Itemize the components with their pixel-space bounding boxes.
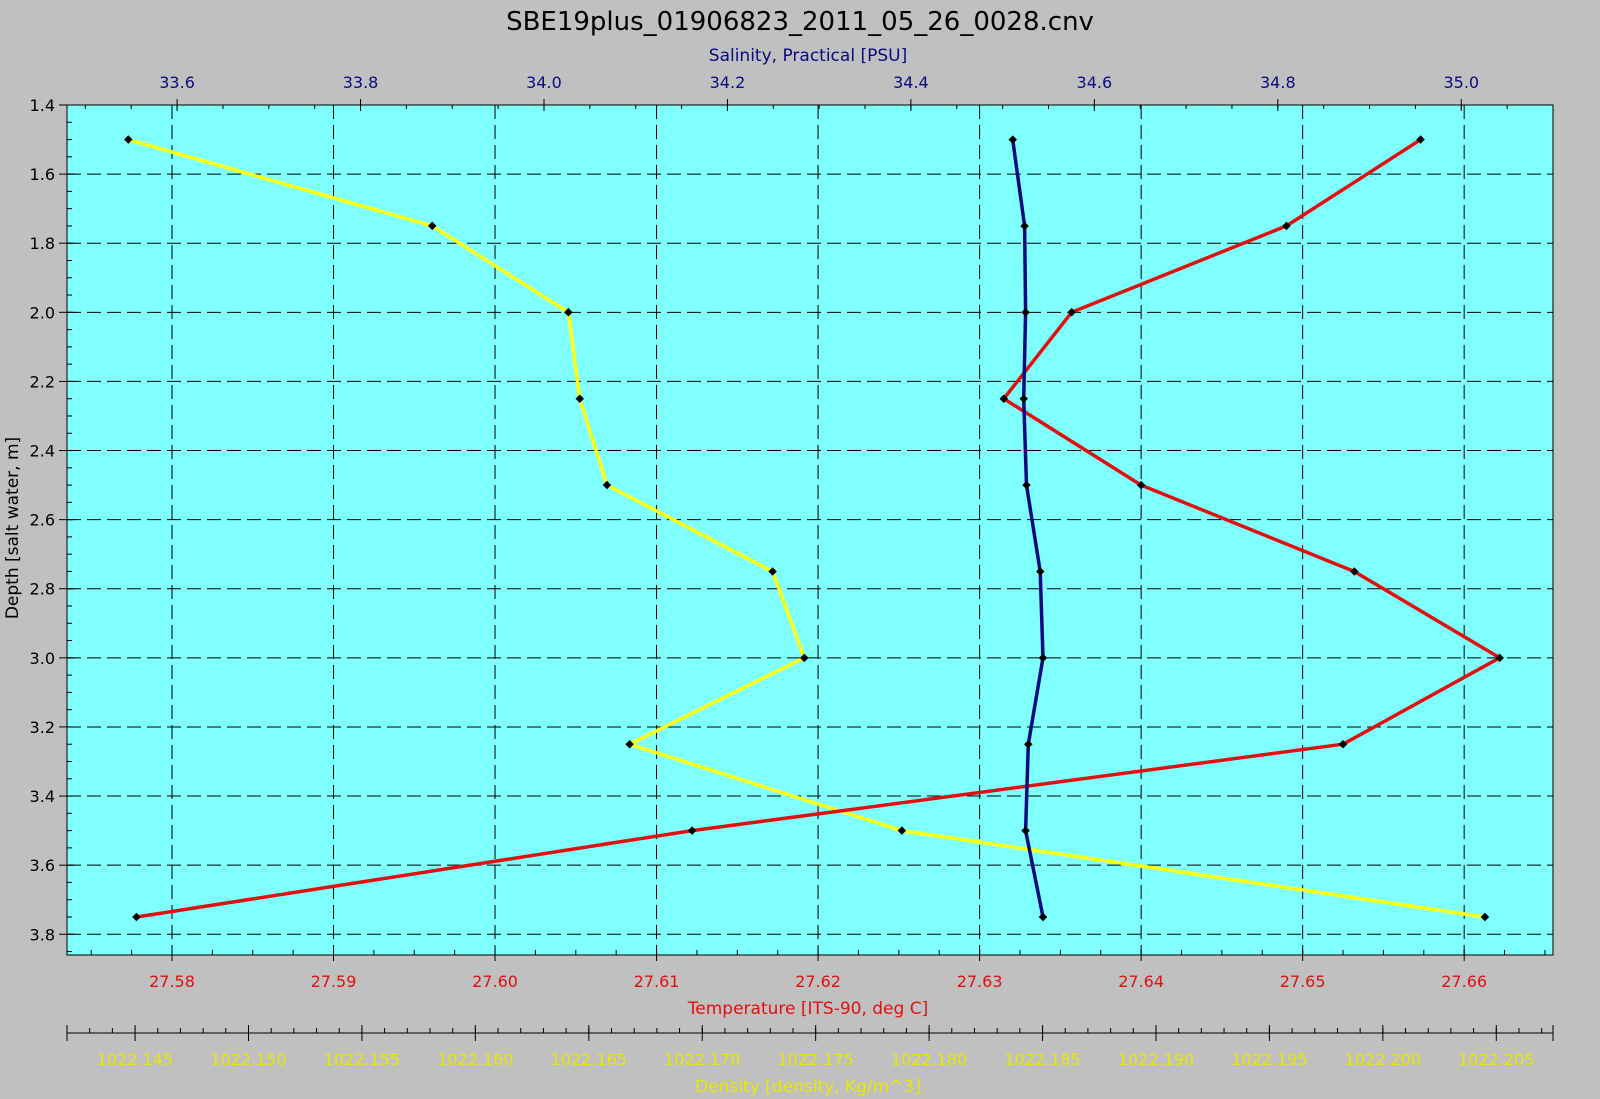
density-tick-label: 1022.200 bbox=[1345, 1050, 1421, 1069]
temperature-tick-label: 27.66 bbox=[1441, 972, 1487, 991]
density-series-line bbox=[127, 137, 1486, 919]
depth-tick-label: 2.2 bbox=[30, 372, 55, 391]
salinity-tick-label: 34.2 bbox=[710, 73, 746, 92]
density-data-point bbox=[1480, 912, 1490, 922]
density-tick-label: 1022.205 bbox=[1458, 1050, 1534, 1069]
salinity-tick-label: 33.6 bbox=[159, 73, 195, 92]
temperature-data-point bbox=[1067, 308, 1076, 317]
density-tick-label: 1022.195 bbox=[1231, 1050, 1307, 1069]
density-data-point bbox=[897, 826, 907, 835]
density-tick-label: 1022.185 bbox=[1004, 1050, 1080, 1069]
temperature-data-point bbox=[1282, 221, 1291, 231]
temperature-tick-label: 27.65 bbox=[1280, 972, 1326, 991]
temperature-tick-label: 27.63 bbox=[957, 972, 1003, 991]
depth-tick-label: 1.8 bbox=[30, 234, 55, 253]
temperature-data-point bbox=[1350, 567, 1359, 576]
depth-axis-title: Depth [salt water, m] bbox=[3, 437, 23, 619]
salinity-tick-label: 34.0 bbox=[526, 73, 562, 92]
temperature-tick-label: 27.59 bbox=[311, 972, 357, 991]
salinity-data-point bbox=[1036, 567, 1045, 576]
salinity-data-point bbox=[1038, 912, 1048, 922]
salinity-data-point bbox=[1021, 308, 1030, 317]
density-data-point bbox=[575, 394, 584, 403]
salinity-data-point bbox=[1038, 653, 1048, 663]
temperature-axis-title: Temperature [ITS-90, deg C] bbox=[687, 999, 928, 1019]
depth-tick-label: 3.8 bbox=[30, 925, 55, 944]
chart-title: SBE19plus_01906823_2011_05_26_0028.cnv bbox=[506, 7, 1094, 37]
temperature-data-point bbox=[687, 826, 697, 835]
depth-tick-label: 3.6 bbox=[30, 856, 55, 875]
salinity-series-line bbox=[1010, 139, 1045, 918]
depth-tick-label: 2.8 bbox=[30, 580, 55, 599]
density-tick-label: 1022.150 bbox=[210, 1050, 286, 1069]
plot-area bbox=[67, 105, 1553, 955]
salinity-tick-label: 34.6 bbox=[1077, 73, 1113, 92]
axes: 1.4 1.6 1.8 2.0 2.2 2.4 2.6 2.8 3.0 3.2 3.4 3.6 3.8 3… bbox=[30, 73, 1554, 1069]
temperature-data-point bbox=[1136, 480, 1146, 490]
plot-border bbox=[66, 104, 1554, 956]
temperature-data-point bbox=[1495, 653, 1504, 663]
density-tick-label: 1022.170 bbox=[664, 1050, 740, 1069]
temperature-tick-label: 27.61 bbox=[634, 972, 680, 991]
depth-tick-label: 3.0 bbox=[30, 649, 55, 668]
density-tick-label: 1022.180 bbox=[891, 1050, 967, 1069]
salinity-tick-label: 33.8 bbox=[343, 73, 379, 92]
depth-tick-label: 1.4 bbox=[30, 96, 55, 115]
density-axis-title: Density [density, Kg/m^3] bbox=[695, 1077, 921, 1097]
salinity-tick-label: 34.8 bbox=[1260, 73, 1296, 92]
density-tick-label: 1022.155 bbox=[324, 1050, 400, 1069]
salinity-tick-label: 34.4 bbox=[893, 73, 929, 92]
depth-tick-label: 2.6 bbox=[30, 511, 55, 530]
depth-tick-label: 1.6 bbox=[30, 165, 55, 184]
depth-tick-label: 3.2 bbox=[30, 718, 55, 737]
density-tick-label: 1022.145 bbox=[97, 1050, 173, 1069]
density-tick-label: 1022.165 bbox=[551, 1050, 627, 1069]
data-series bbox=[124, 135, 1504, 922]
density-data-point bbox=[124, 135, 133, 144]
temperature-tick-label: 27.60 bbox=[472, 972, 518, 991]
temperature-series-line bbox=[136, 138, 1502, 919]
salinity-data-point bbox=[1020, 221, 1029, 231]
density-data-point bbox=[625, 740, 634, 749]
temperature-tick-label: 27.64 bbox=[1118, 972, 1164, 991]
depth-tick-label: 2.4 bbox=[30, 442, 55, 461]
salinity-axis-title: Salinity, Practical [PSU] bbox=[709, 46, 907, 66]
grid-lines bbox=[67, 104, 1553, 955]
temperature-tick-label: 27.62 bbox=[795, 972, 841, 991]
density-data-point bbox=[428, 221, 437, 231]
density-tick-label: 1022.175 bbox=[777, 1050, 853, 1069]
density-tick-label: 1022.160 bbox=[437, 1050, 513, 1069]
salinity-tick-label: 35.0 bbox=[1443, 73, 1479, 92]
depth-tick-label: 3.4 bbox=[30, 787, 55, 806]
temperature-tick-label: 27.58 bbox=[149, 972, 195, 991]
density-data-point bbox=[768, 567, 777, 576]
density-tick-label: 1022.190 bbox=[1118, 1050, 1194, 1069]
depth-tick-label: 2.0 bbox=[30, 303, 55, 322]
